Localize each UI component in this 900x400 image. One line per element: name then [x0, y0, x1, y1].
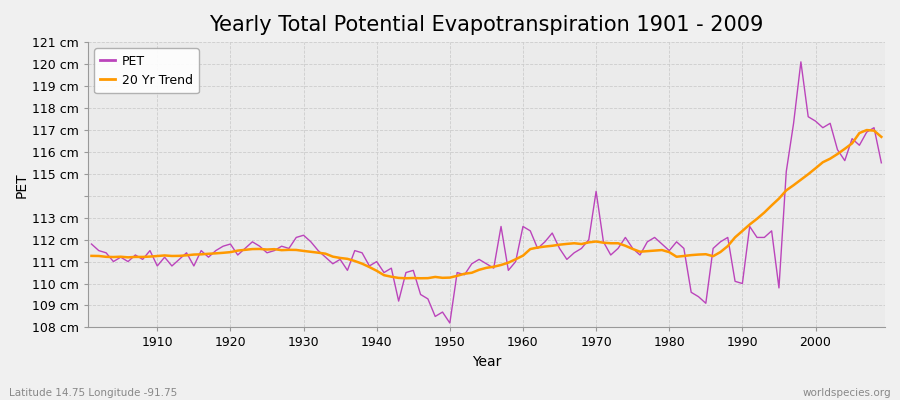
- Legend: PET, 20 Yr Trend: PET, 20 Yr Trend: [94, 48, 199, 93]
- Text: worldspecies.org: worldspecies.org: [803, 388, 891, 398]
- Text: Latitude 14.75 Longitude -91.75: Latitude 14.75 Longitude -91.75: [9, 388, 177, 398]
- X-axis label: Year: Year: [472, 355, 501, 369]
- Y-axis label: PET: PET: [15, 172, 29, 198]
- Title: Yearly Total Potential Evapotranspiration 1901 - 2009: Yearly Total Potential Evapotranspiratio…: [209, 15, 763, 35]
